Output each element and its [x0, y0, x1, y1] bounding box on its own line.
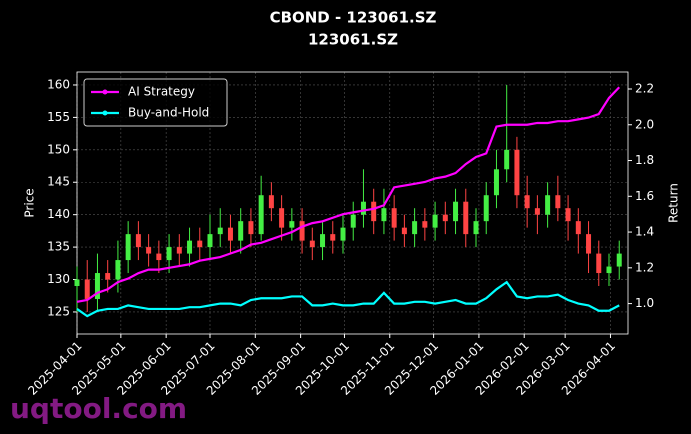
candle-body [135, 234, 141, 248]
watermark: uqtool.com [10, 392, 187, 425]
candle-body [320, 234, 326, 248]
legend-marker [102, 110, 108, 116]
y2-tick-label: 1.2 [635, 260, 654, 274]
series-line [76, 86, 621, 303]
legend-box [83, 78, 228, 127]
candle-body [105, 273, 111, 280]
candle-body [350, 214, 356, 228]
candle-body [340, 227, 346, 241]
candle-body [596, 253, 602, 274]
candle-body [504, 149, 510, 170]
series-line [76, 280, 620, 318]
candle-body [381, 208, 387, 222]
y-tick-label: 135 [47, 240, 70, 254]
chart-subtitle: 123061.SZ [308, 31, 398, 49]
candle-body [227, 227, 233, 241]
candle-body [401, 227, 407, 235]
plot-frame [76, 71, 629, 335]
candle-body [84, 279, 90, 299]
candle-body [534, 208, 540, 215]
y2-axis-label: Return [667, 183, 681, 223]
candle-body [453, 201, 459, 222]
y-tick-label: 160 [47, 77, 70, 91]
candle-body [115, 260, 121, 280]
candle-body [422, 221, 428, 228]
candle-body [360, 201, 366, 215]
candle-body [197, 240, 203, 248]
candle-body [74, 279, 80, 287]
candle-body [125, 234, 131, 261]
candle-body [146, 247, 152, 254]
candle-body [299, 221, 305, 241]
candle-body [207, 234, 213, 248]
y2-tick-label: 1.4 [635, 225, 654, 239]
y2-tick-label: 1.6 [635, 189, 654, 203]
candle-body [391, 208, 397, 228]
y-tick-label: 140 [47, 207, 70, 221]
candle-body [463, 201, 469, 235]
candle-body [94, 273, 100, 299]
y-tick-label: 145 [47, 175, 70, 189]
legend-label: AI Strategy [128, 85, 195, 99]
candle-body [268, 195, 274, 209]
candle-body [258, 195, 264, 235]
candle-body [442, 214, 448, 222]
chart-title: CBOND - 123061.SZ [270, 9, 437, 27]
candle-body [575, 221, 581, 235]
candle-body [309, 240, 315, 248]
candle-body [473, 221, 479, 235]
candle-body [524, 195, 530, 209]
candle-body [156, 253, 162, 261]
y2-tick-label: 1.0 [635, 296, 654, 310]
candle-body [330, 234, 336, 241]
candle-body [565, 208, 571, 222]
legend-label: Buy-and-Hold [128, 106, 209, 120]
y-tick-label: 155 [47, 110, 70, 124]
candle-body [371, 201, 377, 222]
candle-body [217, 227, 223, 235]
candle-body [616, 253, 622, 267]
candle-body [238, 221, 244, 241]
candle-body [248, 221, 254, 235]
candle-body [606, 266, 612, 274]
candle-body [514, 149, 520, 196]
y-tick-label: 125 [47, 304, 70, 318]
candle-body [586, 234, 592, 254]
candle-body [187, 240, 193, 254]
y-axis-label: Price [23, 188, 37, 217]
y-tick-label: 130 [47, 272, 70, 286]
candle-body [279, 208, 285, 228]
candle-body [176, 247, 182, 254]
candle-body [412, 221, 418, 235]
candle-body [545, 195, 551, 215]
legend-marker [102, 89, 108, 95]
candle-body [555, 195, 561, 209]
y2-tick-label: 2.2 [635, 81, 654, 95]
y-tick-label: 150 [47, 142, 70, 156]
candle-body [432, 214, 438, 228]
y2-tick-label: 2.0 [635, 117, 654, 131]
candle-body [483, 195, 489, 222]
y2-tick-label: 1.8 [635, 153, 654, 167]
candle-body [289, 221, 295, 228]
candle-body [166, 247, 172, 261]
candle-body [493, 169, 499, 196]
